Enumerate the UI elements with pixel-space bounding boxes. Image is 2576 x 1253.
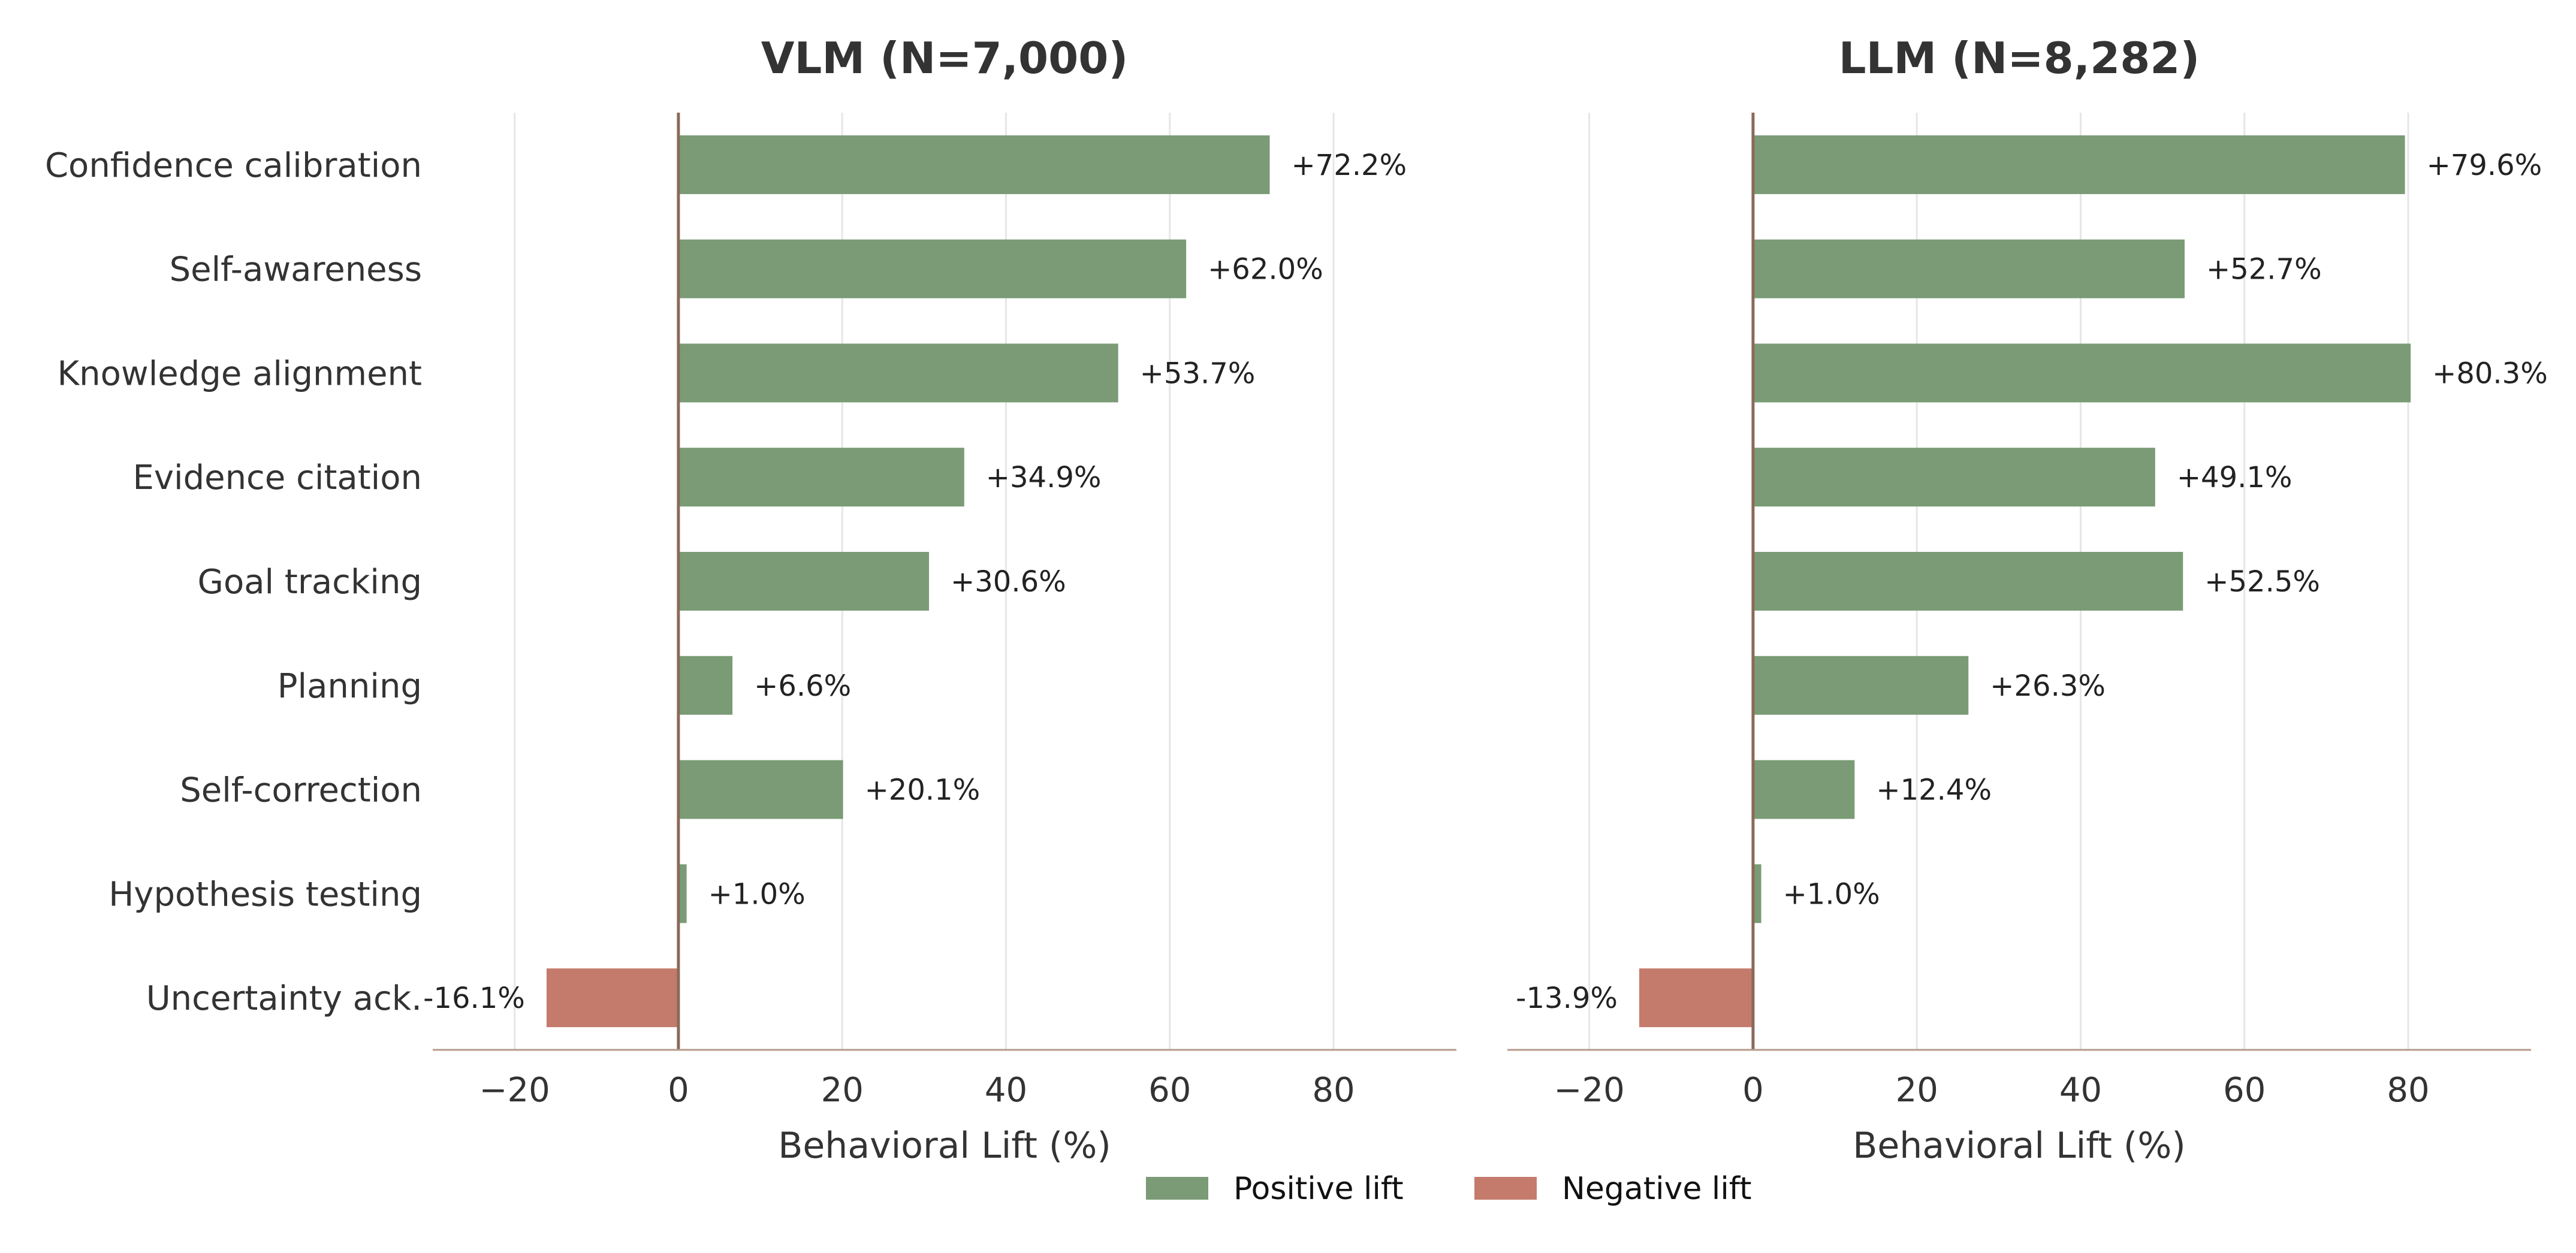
vlm-bar-self-awareness: [678, 239, 1187, 298]
llm-bar-hypothesis-testing: [1752, 864, 1761, 923]
llm-tick-label-0: 0: [1742, 1071, 1764, 1110]
legend-swatch-positive-lift: [1146, 1177, 1208, 1200]
vlm-tick-label-40: 40: [985, 1071, 1027, 1110]
vlm-tick-label-60: 60: [1148, 1071, 1191, 1110]
llm-bar-evidence-citation: [1752, 448, 2155, 507]
llm-tick-label-60: 60: [2223, 1071, 2266, 1110]
llm-bar-goal-tracking: [1752, 552, 2183, 611]
llm-value-label-evidence-citation: +49.1%: [2177, 461, 2293, 494]
vlm-bar-goal-tracking: [678, 552, 930, 611]
llm-panel: LLM (N=8,282) +79.6% +52.7% +80.3% +49.1% +52…: [1507, 33, 2548, 1167]
legend-label-negative-lift: Negative lift: [1562, 1171, 1752, 1207]
llm-x-axis-label: Behavioral Lift (%): [1853, 1125, 2186, 1167]
vlm-bar-self-correction: [678, 760, 843, 819]
legend-label-positive-lift: Positive lift: [1233, 1171, 1404, 1207]
llm-value-label-hypothesis-testing: +1.0%: [1783, 877, 1880, 911]
vlm-value-label-hypothesis-testing: +1.0%: [708, 877, 806, 911]
llm-bar-confidence-calibration: [1752, 135, 2405, 194]
vlm-bar-hypothesis-testing: [678, 864, 687, 923]
category-label-uncertainty-ack: Uncertainty ack.: [146, 979, 422, 1018]
vlm-value-label-self-correction: +20.1%: [865, 774, 981, 807]
vlm-bar-planning: [678, 656, 733, 715]
legend: Positive lift Negative lift: [1146, 1171, 1752, 1207]
category-label-evidence-citation: Evidence citation: [132, 458, 422, 497]
category-label-planning: Planning: [277, 667, 422, 706]
vlm-value-label-knowledge-alignment: +53.7%: [1140, 357, 1256, 390]
llm-bar-self-awareness: [1752, 239, 2185, 298]
vlm-bar-confidence-calibration: [678, 135, 1270, 194]
category-label-goal-tracking: Goal tracking: [198, 563, 422, 602]
legend-swatch-negative-lift: [1474, 1177, 1537, 1200]
vlm-value-label-uncertainty-ack: -16.1%: [423, 982, 525, 1015]
vlm-chart-title: VLM (N=7,000): [761, 33, 1128, 83]
vlm-tick-label-0: 0: [668, 1071, 689, 1110]
llm-value-label-goal-tracking: +52.5%: [2204, 565, 2320, 599]
category-label-self-correction: Self-correction: [180, 771, 422, 810]
llm-tick-label-20: 20: [1896, 1071, 1938, 1110]
category-label-knowledge-alignment: Knowledge alignment: [57, 354, 422, 393]
category-label-confidence-calibration: Confidence calibration: [45, 146, 422, 185]
vlm-tick-label-neg20: −20: [479, 1071, 550, 1110]
llm-value-label-confidence-calibration: +79.6%: [2427, 149, 2542, 182]
llm-value-label-self-awareness: +52.7%: [2206, 253, 2322, 286]
category-label-self-awareness: Self-awareness: [170, 250, 422, 289]
vlm-bar-evidence-citation: [678, 448, 964, 507]
llm-chart-title: LLM (N=8,282): [1839, 33, 2200, 83]
vlm-value-label-goal-tracking: +30.6%: [951, 565, 1066, 599]
llm-value-label-uncertainty-ack: -13.9%: [1516, 982, 1618, 1015]
llm-tick-label-80: 80: [2387, 1071, 2429, 1110]
llm-bar-self-correction: [1752, 760, 1855, 819]
vlm-bar-uncertainty-ack: [546, 968, 678, 1028]
vlm-value-label-confidence-calibration: +72.2%: [1291, 149, 1407, 182]
vlm-value-label-self-awareness: +62.0%: [1208, 253, 1323, 286]
llm-bar-knowledge-alignment: [1752, 343, 2411, 403]
llm-value-label-planning: +26.3%: [1990, 669, 2106, 703]
vlm-bar-knowledge-alignment: [678, 343, 1118, 403]
vlm-tick-label-80: 80: [1312, 1071, 1355, 1110]
vlm-x-axis-label: Behavioral Lift (%): [778, 1125, 1111, 1167]
vlm-value-label-planning: +6.6%: [754, 669, 851, 703]
llm-tick-label-neg20: −20: [1554, 1071, 1625, 1110]
llm-tick-label-40: 40: [2059, 1071, 2102, 1110]
category-label-hypothesis-testing: Hypothesis testing: [108, 875, 422, 914]
vlm-value-label-evidence-citation: +34.9%: [986, 461, 1102, 494]
vlm-tick-label-20: 20: [821, 1071, 864, 1110]
llm-value-label-self-correction: +12.4%: [1876, 774, 1992, 807]
vlm-panel: VLM (N=7,000) +72.2% +62.0% +53.7% +34.9% +30…: [45, 33, 1456, 1167]
llm-value-label-knowledge-alignment: +80.3%: [2432, 357, 2548, 390]
llm-bar-uncertainty-ack: [1639, 968, 1753, 1028]
llm-bar-planning: [1752, 656, 1969, 715]
